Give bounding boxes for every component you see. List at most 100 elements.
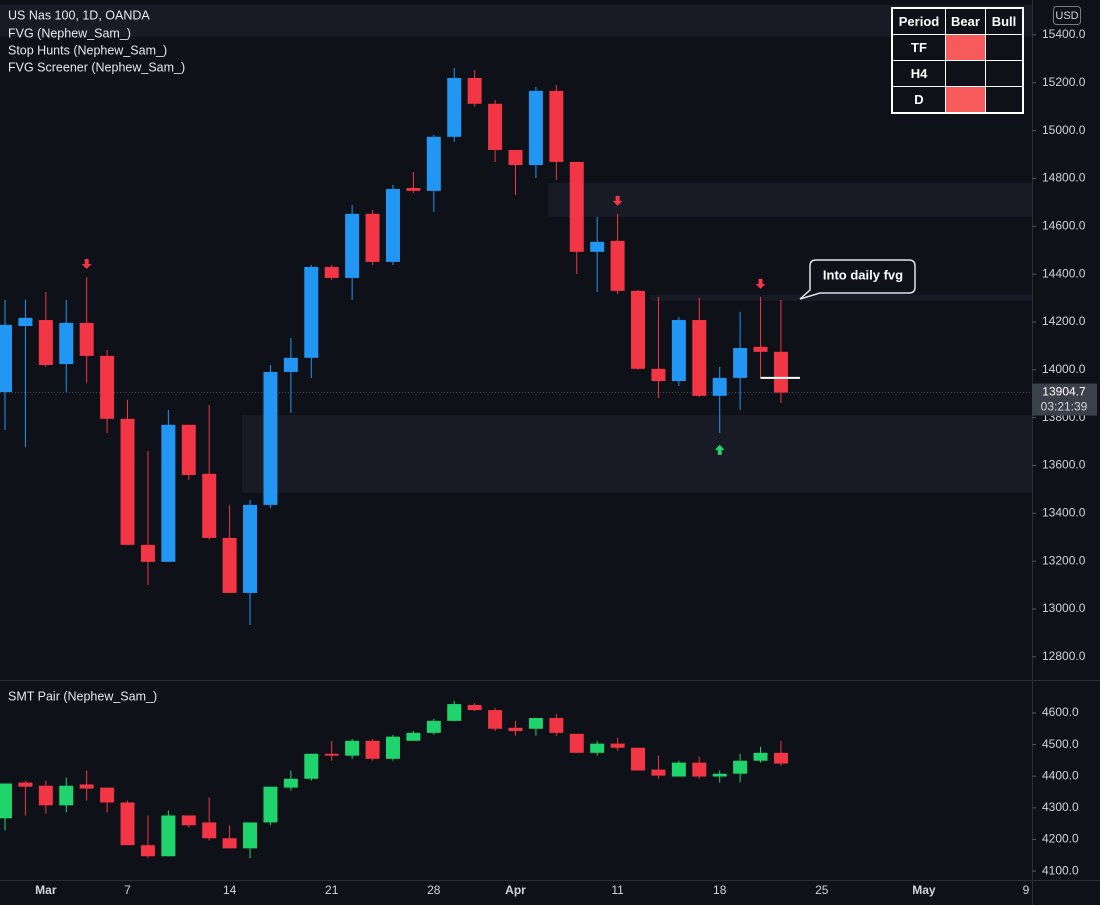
candle-body (528, 718, 543, 729)
candle-body (38, 320, 53, 365)
candle-body (733, 348, 748, 378)
x-tick-label: May (912, 883, 936, 897)
x-tick-label: 7 (124, 883, 131, 897)
y-tick-label: 15400.0 (1042, 27, 1086, 41)
candle-body (18, 782, 33, 787)
candle-body (181, 815, 196, 826)
y-tick-label: 4300.0 (1042, 800, 1079, 814)
y-tick-label: 4400.0 (1042, 768, 1079, 782)
candle-body (692, 320, 707, 396)
y-tick-label: 4200.0 (1042, 832, 1079, 846)
candle-body (406, 187, 421, 191)
candle-body (79, 322, 94, 356)
candle-body (406, 732, 421, 741)
candle-body (0, 324, 12, 393)
candle-body (345, 213, 360, 278)
table-row: D (891, 86, 1024, 114)
x-tick-label: 9 (1023, 883, 1030, 897)
y-tick-label: 13400.0 (1042, 505, 1086, 519)
y-tick-label: 13600.0 (1042, 458, 1086, 472)
candle-body (508, 149, 523, 166)
candle-body (38, 785, 53, 806)
candle-body (753, 346, 768, 352)
candle-body (447, 704, 462, 721)
candle-body (365, 740, 380, 759)
candle-body (590, 743, 605, 753)
candle-body (631, 747, 646, 771)
candle-body (202, 473, 217, 538)
y-tick-label: 14000.0 (1042, 362, 1086, 376)
candle-body (712, 377, 727, 396)
y-tick-label: 13000.0 (1042, 601, 1086, 615)
candle-body (569, 733, 584, 753)
x-tick-label: Apr (505, 883, 526, 897)
candle-body (120, 802, 135, 846)
y-tick-label: 14200.0 (1042, 314, 1086, 328)
candle-body (202, 822, 217, 839)
candle-body (488, 103, 503, 150)
bull-cell (985, 86, 1024, 114)
candle-body (222, 838, 237, 849)
currency-button[interactable] (1053, 6, 1081, 25)
y-tick-label: 14800.0 (1042, 171, 1086, 185)
table-header: Period Bear Bull (891, 7, 1024, 35)
candle-body (753, 752, 768, 761)
stop-hunt-arrow (612, 195, 623, 206)
candle-body (426, 720, 441, 733)
currency-label[interactable]: USD (1055, 10, 1078, 22)
chart-title: US Nas 100, 1D, OANDA (8, 8, 150, 22)
table-row: TF (891, 34, 1024, 61)
x-tick-label: Mar (35, 883, 57, 897)
x-tick-label: 18 (713, 883, 727, 897)
candle-body (304, 266, 319, 358)
candle-body (0, 783, 12, 819)
stop-hunt-arrow (81, 258, 92, 269)
bear-cell (945, 34, 986, 61)
candle-body (773, 351, 788, 393)
indicator-name: FVG Screener (Nephew_Sam_) (8, 60, 185, 74)
y-tick-label: 4500.0 (1042, 737, 1079, 751)
period-cell: D (891, 86, 946, 114)
y-tick-label: 4600.0 (1042, 705, 1079, 719)
candle-body (733, 760, 748, 774)
candle-body (181, 424, 196, 476)
candle-body (283, 357, 298, 372)
y-tick-label: 4100.0 (1042, 863, 1079, 877)
candle-body (120, 418, 135, 545)
fvg-zone (242, 414, 1033, 493)
candle-body (243, 504, 258, 593)
candle-body (528, 90, 543, 166)
fvg-table: Period Bear Bull TF H4 D (891, 7, 1024, 114)
candle-body (100, 787, 115, 803)
y-tick-label: 15200.0 (1042, 75, 1086, 89)
pane-title: SMT Pair (Nephew_Sam_) (8, 689, 157, 703)
fvg-zone (650, 294, 1032, 301)
candle-body (263, 371, 278, 505)
candle-body (324, 266, 339, 278)
table-row: H4 (891, 60, 1024, 87)
candle-body (671, 320, 686, 382)
bear-cell (945, 60, 986, 87)
y-tick-label: 13200.0 (1042, 553, 1086, 567)
candle-body (549, 90, 564, 162)
stop-hunt-arrow (714, 444, 725, 455)
y-tick-label: 14600.0 (1042, 218, 1086, 232)
candle-body (488, 710, 503, 729)
callout-box (799, 259, 916, 300)
candle-body (590, 241, 605, 252)
candle-body (18, 317, 33, 327)
candle-body (222, 537, 237, 593)
y-tick-label: 12800.0 (1042, 649, 1086, 663)
x-tick-label: 28 (427, 883, 441, 897)
header-cell: Bear (945, 7, 986, 35)
candle-body (631, 290, 646, 369)
candle-body (304, 753, 319, 779)
x-tick-label: 25 (815, 883, 829, 897)
candle-body (773, 752, 788, 764)
candle-body (283, 778, 298, 788)
candle-body (140, 544, 155, 562)
candle-body (345, 740, 360, 756)
x-tick-label: 11 (611, 883, 624, 897)
